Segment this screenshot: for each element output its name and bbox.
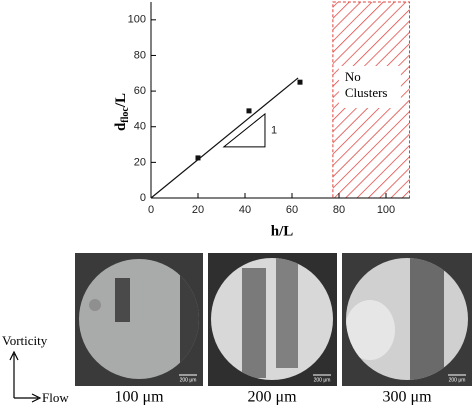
- y-tick-label: 100: [128, 14, 146, 26]
- micrograph: [75, 253, 203, 386]
- y-tick-label: 80: [134, 49, 146, 61]
- scale-bar-label: 200 μm: [180, 377, 197, 383]
- data-point: [246, 108, 252, 114]
- slope-label: 1: [271, 124, 277, 136]
- image-label: 200 μm: [247, 389, 297, 406]
- x-tick-label: 0: [148, 204, 154, 216]
- x-tick-label: 40: [239, 204, 251, 216]
- flow-label: Flow: [42, 390, 69, 405]
- y-axis-label-part: /L: [113, 93, 129, 108]
- direction-arrows: [9, 350, 42, 403]
- scale-bar-label: 200 μm: [314, 377, 331, 383]
- data-point: [297, 79, 303, 85]
- slope-triangle: [222, 112, 266, 148]
- x-tick-label: 20: [192, 204, 204, 216]
- y-tick-label: 0: [140, 192, 146, 204]
- fit-line: [150, 77, 299, 199]
- x-tick-label: 100: [377, 204, 395, 216]
- micrograph: [342, 253, 472, 386]
- y-tick-label: 20: [134, 156, 146, 168]
- y-axis-label-part: floc: [120, 107, 131, 123]
- region-label-box: [338, 66, 401, 108]
- x-axis-label: h/L: [271, 223, 294, 239]
- vorticity-label: Vorticity: [2, 333, 48, 348]
- y-tick-label: 60: [134, 85, 146, 97]
- image-label: 100 μm: [114, 389, 164, 406]
- image-label: 300 μm: [382, 389, 432, 406]
- scale-bar-label: 200 μm: [449, 377, 466, 383]
- region-label: Clusters: [345, 85, 388, 100]
- micrograph: [208, 253, 337, 386]
- y-axis-label-part: d: [113, 122, 129, 131]
- y-tick-label: 40: [134, 121, 146, 133]
- x-tick-label: 80: [333, 204, 345, 216]
- y-axis-label: dfloc/L: [113, 93, 131, 131]
- x-tick-label: 60: [286, 204, 298, 216]
- data-point: [195, 155, 201, 161]
- region-label: No: [345, 69, 361, 84]
